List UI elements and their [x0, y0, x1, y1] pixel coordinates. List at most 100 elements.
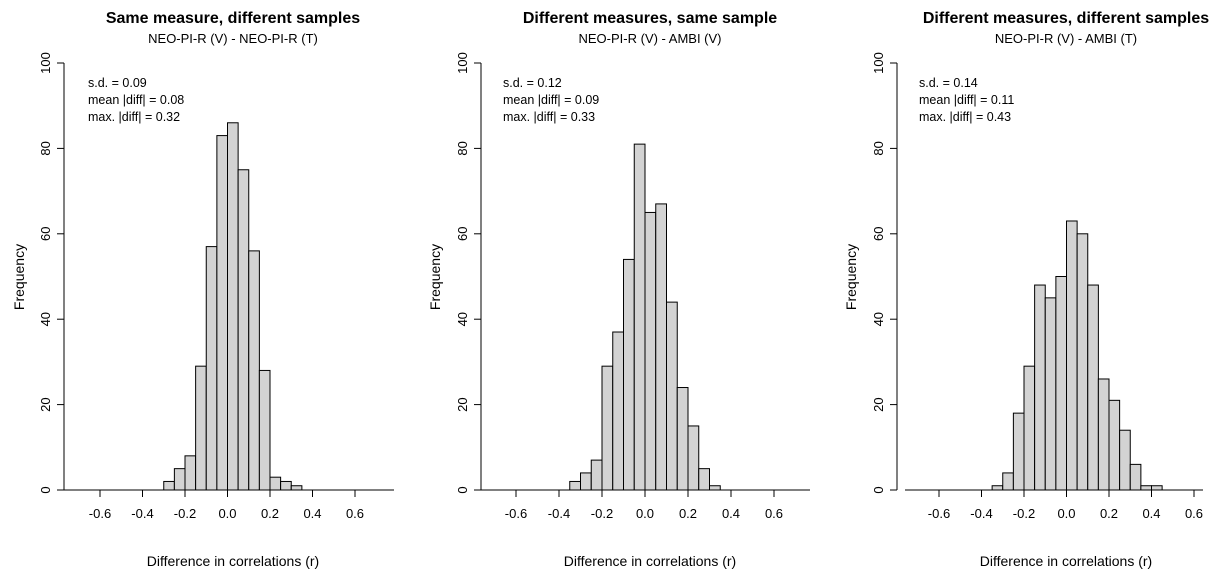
panel-3-bar [1023, 365, 1036, 491]
panel-3-y-tick-label: 80 [871, 141, 886, 155]
panel-3-bar [1044, 297, 1057, 491]
panel-3-mean-diff: mean |diff| = 0.11 [919, 93, 1014, 107]
panel-3-x-tick-label: 0.2 [1100, 506, 1118, 521]
panel-2-bar [644, 211, 657, 491]
panel-3-sd: s.d. = 0.14 [919, 76, 978, 90]
panel-2-max-diff: max. |diff| = 0.33 [503, 110, 595, 124]
panel-2-x-tick-label: -0.2 [591, 506, 613, 521]
panel-3-bar [1002, 472, 1014, 491]
panel-1-x-tick-label: -0.6 [89, 506, 111, 521]
panel-1-y-tick-label: 80 [38, 141, 53, 155]
panel-2-xlabel: Difference in correlations (r) [564, 553, 736, 569]
panel-3-subtitle: NEO-PI-R (V) - AMBI (T) [995, 31, 1137, 46]
panel-2-bar [666, 301, 678, 491]
panel-1-y-tick-label: 60 [38, 227, 53, 241]
panel-3-bar [1066, 220, 1078, 491]
panel-1-y-tick-label: 40 [38, 312, 53, 326]
panel-3-bar [1129, 463, 1142, 491]
panel-2-bar [687, 425, 700, 491]
panel-3-y-tick-label: 100 [871, 52, 886, 74]
panel-1-bar [290, 485, 303, 491]
panel-1-x-tick-label: 0.6 [346, 506, 364, 521]
panel-3-bar [1087, 284, 1099, 491]
panel-1-max-diff: max. |diff| = 0.32 [88, 110, 180, 124]
panel-1-x-tick-label: 0.0 [218, 506, 236, 521]
panel-3-x-tick-label: -0.6 [928, 506, 950, 521]
panel-3-bar [1012, 412, 1025, 491]
panel-2-ylabel: Frequency [427, 244, 443, 310]
panel-3-max-diff: max. |diff| = 0.43 [919, 110, 1011, 124]
panel-2-bar [676, 387, 689, 491]
panel-1-bar [237, 169, 250, 491]
panel-1-y-tick-label: 20 [38, 397, 53, 411]
panel-2-y-tick-label: 60 [455, 227, 470, 241]
panel-3: Different measures, different samples NE… [843, 10, 1209, 569]
panel-1-xlabel: Difference in correlations (r) [147, 553, 319, 569]
panel-1-y-tick-label: 100 [38, 52, 53, 74]
panel-2-bar [655, 203, 667, 491]
panel-1-bar [258, 369, 271, 491]
panel-3-x-tick-label: 0.6 [1185, 506, 1203, 521]
panel-3-bar [1055, 276, 1067, 491]
panel-1-mean-diff: mean |diff| = 0.08 [88, 93, 184, 107]
panel-2-subtitle: NEO-PI-R (V) - AMBI (V) [579, 31, 722, 46]
panel-2-y-tick-label: 40 [455, 312, 470, 326]
panel-1-bar [195, 365, 207, 491]
panel-3-x-tick-label: 0.0 [1057, 506, 1075, 521]
panel-1-x-tick-label: 0.4 [303, 506, 321, 521]
panel-2-y-tick-label: 100 [455, 52, 470, 74]
panel-1-ylabel: Frequency [11, 244, 27, 310]
panel-2-x-tick-label: 0.6 [765, 506, 783, 521]
panel-3-bar [1151, 485, 1163, 491]
panel-2-y-tick-label: 0 [455, 486, 470, 493]
panel-2-bar [623, 258, 635, 491]
panel-2-title: Different measures, same sample [523, 10, 777, 27]
panel-2-bar [698, 468, 710, 491]
panel-2-bar [601, 365, 614, 491]
panel-3-y-tick-label: 0 [871, 486, 886, 493]
panel-2-bar [633, 143, 646, 491]
panel-1-bar [248, 250, 260, 491]
panel-3-x-tick-label: -0.4 [970, 506, 992, 521]
panel-3-bar [1076, 233, 1089, 491]
panel-3-xlabel: Difference in correlations (r) [980, 553, 1152, 569]
panel-1-bar [269, 476, 282, 491]
panel-1-bar [184, 455, 197, 491]
panel-1-x-tick-label: -0.2 [174, 506, 196, 521]
panel-1-x-tick-label: -0.4 [131, 506, 153, 521]
panel-2-bar [709, 485, 721, 491]
panel-2-x-tick-label: 0.2 [679, 506, 697, 521]
panel-1-subtitle: NEO-PI-R (V) - NEO-PI-R (T) [148, 31, 318, 46]
panel-2-mean-diff: mean |diff| = 0.09 [503, 93, 599, 107]
panel-1-bar [173, 468, 186, 491]
panel-2-bar [590, 459, 603, 491]
panel-3-bar [1034, 284, 1046, 491]
panel-3-ylabel: Frequency [843, 244, 859, 310]
panel-1-y-tick-label: 0 [38, 486, 53, 493]
panel-2-bar [569, 480, 581, 491]
panel-3-bar [1140, 485, 1152, 491]
panel-3-bar [1119, 429, 1131, 491]
panel-2-x-tick-label: 0.0 [636, 506, 654, 521]
panel-3-x-tick-label: -0.2 [1013, 506, 1035, 521]
panel-2-y-tick-label: 20 [455, 397, 470, 411]
panel-2-bar [612, 331, 624, 491]
panel-1-bar [205, 246, 218, 491]
panel-3-bar [1097, 378, 1110, 491]
panel-2-x-tick-label: -0.6 [505, 506, 527, 521]
panel-1: Same measure, different samples NEO-PI-R… [11, 10, 360, 569]
panel-2-x-tick-label: 0.4 [722, 506, 740, 521]
panel-2-sd: s.d. = 0.12 [503, 76, 562, 90]
panel-2-y-tick-label: 80 [455, 141, 470, 155]
panel-3-bar [1108, 399, 1121, 491]
panel-1-bar [163, 480, 175, 491]
panel-3-y-tick-label: 60 [871, 227, 886, 241]
panel-3-y-tick-label: 40 [871, 312, 886, 326]
panel-1-bar [280, 480, 292, 491]
panel-2-x-tick-label: -0.4 [548, 506, 570, 521]
panel-3-title: Different measures, different samples [923, 10, 1209, 27]
panel-1-bar [216, 135, 228, 491]
panel-3-x-tick-label: 0.4 [1142, 506, 1160, 521]
